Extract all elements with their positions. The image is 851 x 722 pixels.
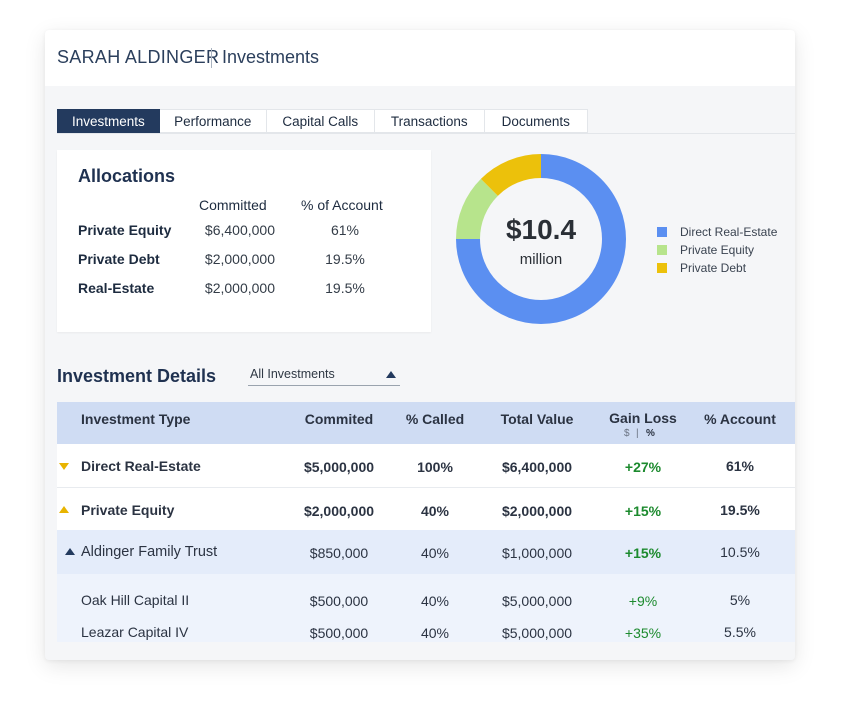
row-committed: $2,000,000 [303,503,375,519]
allocation-committed: $2,000,000 [204,280,275,296]
page-title: Investments [222,47,320,67]
total-unit: million [519,251,563,268]
row-called: 100% [417,459,453,475]
row-called: 40% [420,503,450,519]
donut-center: $10.4 million [456,154,626,324]
allocation-donut-chart: $10.4 million [456,154,626,324]
row-total: $5,000,000 [501,625,573,641]
donut-slice-private-debt[interactable] [480,154,542,197]
tab-performance[interactable]: Performance [159,109,267,133]
row-account: 19.5% [720,502,760,518]
row-total: $5,000,000 [501,593,573,609]
row-called: 40% [420,593,450,609]
row-called: 40% [420,625,450,641]
table-bottom-fade [57,642,795,660]
investment-details-title: Investment Details [57,366,217,386]
filter-value: All Investments [250,367,335,381]
tab-documents[interactable]: Documents [484,109,588,133]
allocations-panel: Allocations Committed % of Account Priva… [57,150,431,332]
header-bar: SARAH ALDINGER Investments [45,30,795,86]
table-header: Investment Type Commited % Called Total … [57,402,795,444]
row-account: 10.5% [720,544,760,560]
donut-slice-direct-real-estate[interactable] [456,154,626,324]
col-called[interactable]: % Called [405,411,465,427]
col-gain-loss[interactable]: Gain Loss [609,410,677,426]
row-committed: $500,000 [309,625,369,641]
col-investment-type[interactable]: Investment Type [81,411,191,427]
row-total: $1,000,000 [501,545,573,561]
row-account: 61% [725,458,755,474]
legend-item: Private Equity [657,241,777,259]
row-total: $6,400,000 [501,459,573,475]
allocation-committed: $6,400,000 [204,222,275,238]
tab-capital-calls[interactable]: Capital Calls [266,109,375,133]
legend-label: Direct Real-Estate [680,225,778,239]
gain-toggle-percent-label: % [646,428,655,439]
table-row[interactable]: Aldinger Family Trust $850,000 40% $1,00… [57,530,795,574]
row-account: 5.5% [724,624,756,640]
tab-underline [57,133,795,134]
legend-item: Private Debt [657,259,777,277]
row-account: 5% [729,592,751,608]
allocation-label: Private Debt [78,251,160,267]
client-name: SARAH ALDINGER [57,47,220,67]
expand-caret-icon[interactable] [59,506,69,513]
allocations-title: Allocations [78,166,176,186]
row-type: Leazar Capital IV [81,624,189,640]
col-account[interactable]: % Account [704,411,776,427]
donut-svg [456,154,626,324]
row-committed: $5,000,000 [303,459,375,475]
gain-toggle-dollar[interactable]: $ [624,428,630,439]
committed-header: Committed [199,197,267,213]
tab-bar: Investments Performance Capital Calls Tr… [57,109,588,133]
row-total: $2,000,000 [501,503,573,519]
row-gain: +27% [624,459,662,475]
row-called: 40% [420,545,450,561]
header-divider [211,48,212,68]
table-row[interactable]: Leazar Capital IV $500,000 40% $5,000,00… [57,622,795,650]
legend-swatch [657,227,667,237]
legend-label: Private Equity [680,243,755,257]
investments-card: SARAH ALDINGER Investments Investments P… [45,30,795,660]
table-row[interactable]: Private Equity $2,000,000 40% $2,000,000… [57,488,795,530]
allocation-label: Real-Estate [78,280,155,296]
collapse-caret-icon[interactable] [59,463,69,470]
legend-label: Private Debt [680,261,747,275]
table-row[interactable]: Direct Real-Estate $5,000,000 100% $6,40… [57,444,795,488]
total-value: $10.4 [505,214,577,245]
row-gain: +15% [624,503,662,519]
legend-swatch [657,263,667,273]
allocation-committed: $2,000,000 [204,251,275,267]
row-gain: +35% [624,625,662,641]
legend-item: Direct Real-Estate [657,223,777,241]
row-committed: $500,000 [309,593,369,609]
row-type: Direct Real-Estate [81,458,201,474]
row-type: Oak Hill Capital II [81,592,190,608]
col-total-value[interactable]: Total Value [500,411,574,427]
chart-legend: Direct Real-Estate Private Equity Privat… [657,223,777,277]
allocation-pct: 19.5% [325,280,365,296]
tab-investments[interactable]: Investments [57,109,160,133]
expand-caret-icon[interactable] [65,548,75,555]
allocation-pct: 61% [330,222,360,238]
gain-toggle-separator: | [636,428,639,439]
allocation-pct: 19.5% [325,251,365,267]
row-committed: $850,000 [309,545,369,561]
col-committed[interactable]: Commited [304,411,374,427]
pct-account-header: % of Account [301,197,383,213]
row-type: Aldinger Family Trust [81,544,218,560]
caret-up-icon [386,371,396,378]
donut-slice-private-equity[interactable] [456,178,499,240]
legend-swatch [657,245,667,255]
row-gain: +9% [628,593,658,609]
row-type: Private Equity [81,502,175,518]
table-row[interactable]: Oak Hill Capital II $500,000 40% $5,000,… [57,590,795,618]
allocation-label: Private Equity [78,222,172,238]
investment-filter-dropdown[interactable]: All Investments [248,366,400,386]
row-gain: +15% [624,545,662,561]
tab-transactions[interactable]: Transactions [374,109,485,133]
gain-toggle-percent[interactable]: % [646,428,655,439]
